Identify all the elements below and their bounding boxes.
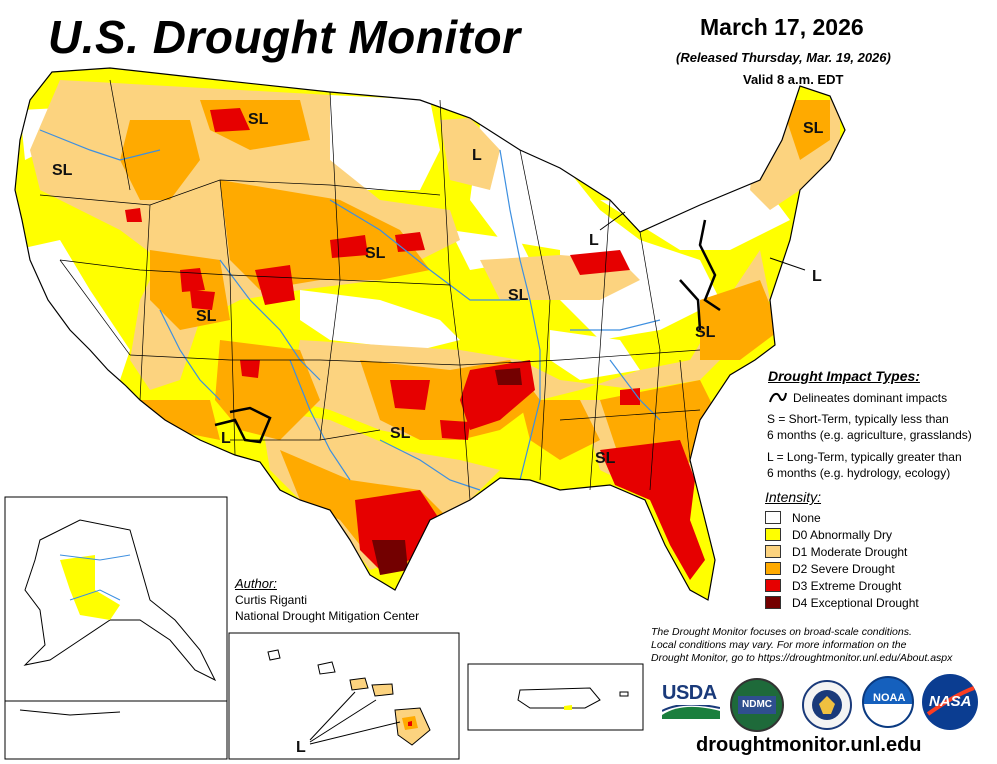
long-term-line1: L = Long-Term, typically greater than [767,450,962,464]
delineation-line-icon [769,392,787,403]
disclaimer: The Drought Monitor focuses on broad-sca… [651,626,991,665]
eagle-icon [812,690,842,720]
label-sl-maine: SL [803,120,824,137]
disclaimer-line3: Drought Monitor, go to https://droughtmo… [651,652,953,664]
nasa-logo: NASA [922,674,978,730]
legend-swatch [765,596,781,609]
nasa-swoosh-icon [926,686,975,716]
legend-swatch [765,528,781,541]
author-heading: Author: [235,576,277,591]
label-l-newmexico: L [221,430,231,447]
label-sl-nebraska: SL [365,245,386,262]
delineates-impacts-text: Delineates dominant impacts [793,391,948,405]
legend-label: D3 Extreme Drought [792,579,902,593]
legend-label: None [792,511,821,525]
label-l-northeast: L [812,268,822,285]
label-pointers [599,211,806,271]
label-sl-georgia: SL [595,450,616,467]
usda-logo: USDA [661,682,721,722]
label-sl-oregon: SL [52,162,73,179]
ndmc-logo: NDMC [730,678,784,732]
legend-label: D2 Severe Drought [792,562,895,576]
usda-logo-text: USDA [662,682,717,704]
map-date: March 17, 2026 [700,14,864,40]
label-l-hawaii: L [296,739,306,756]
label-l-minnesota: L [472,147,482,164]
state-boundaries [14,67,846,601]
impact-types-title: Drought Impact Types: [768,368,920,384]
legend-label: D0 Abnormally Dry [792,528,893,542]
puerto-rico-inset [467,663,644,731]
noaa-logo-text: NOAA [873,692,906,704]
commerce-seal-icon [802,680,852,730]
short-term-line2: 6 months (e.g. agriculture, grasslands) [767,428,972,442]
map-title: U.S. Drought Monitor [48,11,521,63]
label-sl-texas: SL [390,425,411,442]
legend-label: D4 Exceptional Drought [792,596,919,610]
label-sl-montana: SL [248,111,269,128]
noaa-bird-icon [864,704,912,726]
rivers [39,129,661,491]
label-l-michigan: L [589,232,599,249]
noaa-logo: NOAA [862,676,914,728]
legend-swatch [765,511,781,524]
legend-label: D1 Moderate Drought [792,545,908,559]
impact-labels: SL SL SL L L SL L SL SL SL SL L SL [52,111,824,467]
author-org: National Drought Mitigation Center [235,609,420,623]
legend-swatch [765,545,781,558]
label-sl-utah: SL [196,308,217,325]
nasa-logo-text: NASA [929,693,972,710]
ndmc-logo-text: NDMC [738,696,776,714]
intensity-title: Intensity: [765,489,822,505]
long-term-line2: 6 months (e.g. hydrology, ecology) [767,466,951,480]
website-link[interactable]: droughtmonitor.unl.edu [696,734,922,756]
usda-swoosh-icon [661,703,721,719]
legend-swatch [765,562,781,575]
short-term-line1: S = Short-Term, typically less than [767,412,949,426]
release-date: (Released Thursday, Mar. 19, 2026) [676,50,891,65]
valid-time: Valid 8 a.m. EDT [743,72,844,87]
hawaii-inset: L [228,632,460,760]
disclaimer-line1: The Drought Monitor focuses on broad-sca… [651,626,912,638]
impact-delineations [214,219,721,444]
alaska-inset [4,496,228,760]
disclaimer-line2: Local conditions may vary. For more info… [651,639,907,651]
label-sl-missouri: SL [508,287,529,304]
author-block: Author: Curtis Riganti National Drought … [235,576,419,624]
author-name: Curtis Riganti [235,593,308,607]
legend-swatch [765,579,781,592]
label-sl-virginia: SL [695,324,716,341]
